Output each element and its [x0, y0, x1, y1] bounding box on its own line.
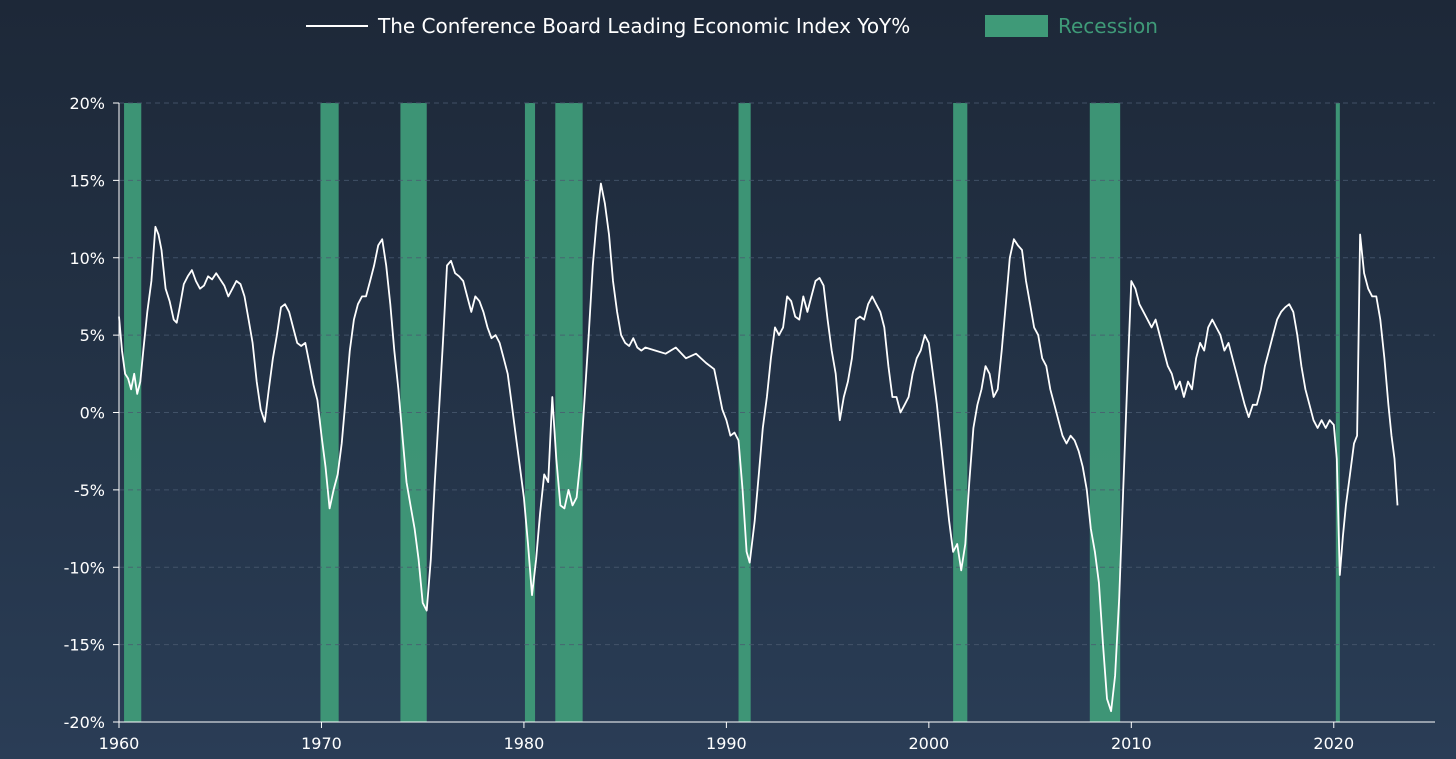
- y-tick-label: 15%: [69, 171, 105, 190]
- y-tick-label: 5%: [80, 326, 105, 345]
- y-tick-label: 20%: [69, 94, 105, 113]
- grid: [119, 102, 1435, 646]
- legend: The Conference Board Leading Economic In…: [306, 14, 1158, 38]
- x-tick-label: 1960: [99, 734, 140, 753]
- legend-label-leading-index: The Conference Board Leading Economic In…: [377, 14, 910, 38]
- y-tick-label: -10%: [64, 558, 105, 577]
- y-tick-label: -20%: [64, 713, 105, 732]
- x-tick-label: 1990: [706, 734, 747, 753]
- x-tick-label: 1980: [504, 734, 545, 753]
- legend-recession-swatch: [985, 15, 1048, 37]
- x-axis: 1960 1970 1980 1990 2000 2010 2020: [99, 721, 1435, 753]
- x-tick-label: 2020: [1313, 734, 1354, 753]
- y-tick-label: -15%: [64, 636, 105, 655]
- x-tick-label: 2000: [908, 734, 949, 753]
- x-tick-label: 2010: [1111, 734, 1152, 753]
- recession-band: [400, 103, 427, 722]
- y-tick-label: 10%: [69, 249, 105, 268]
- series-line-leading-index: [118, 182, 1399, 713]
- y-axis: 20% 15% 10% 5% 0% -5% -10% -15% -20%: [64, 94, 120, 732]
- x-tick-label: 1970: [301, 734, 342, 753]
- y-tick-label: -5%: [74, 481, 105, 500]
- recession-band: [524, 103, 536, 722]
- y-tick-label: 0%: [80, 404, 105, 423]
- legend-label-recession: Recession: [1058, 14, 1158, 38]
